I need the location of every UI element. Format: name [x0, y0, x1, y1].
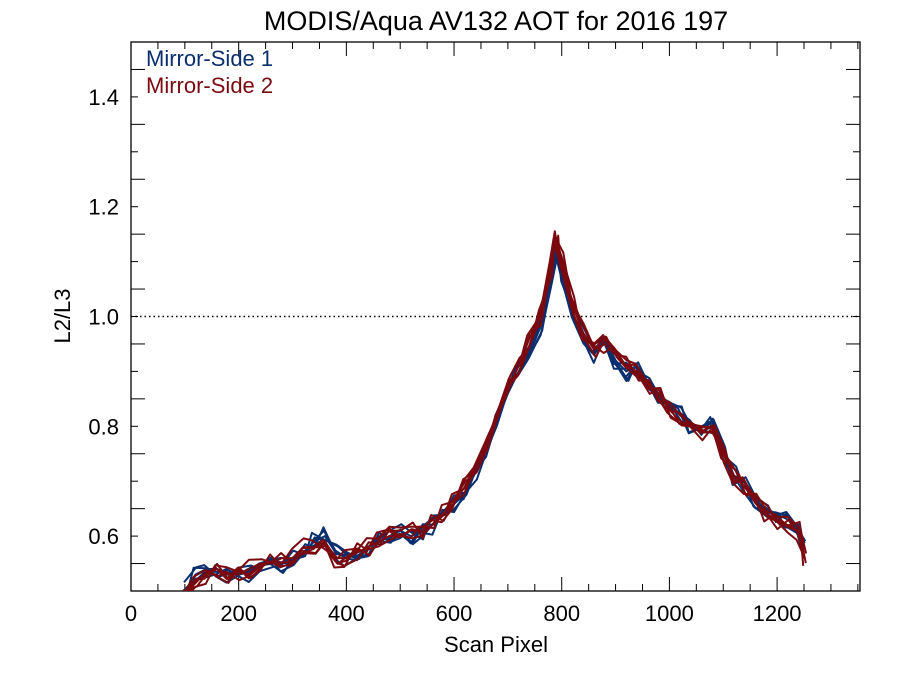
series-line-2-repeat — [188, 235, 807, 591]
series-group — [182, 230, 808, 591]
x-tick-label: 200 — [220, 601, 257, 626]
x-tick-label: 1200 — [753, 601, 802, 626]
x-tick-label: 600 — [436, 601, 473, 626]
x-axis-label: Scan Pixel — [444, 632, 548, 657]
series-line-2-repeat — [182, 234, 808, 591]
y-axis-label: L2/L3 — [50, 288, 75, 343]
x-tick-label: 1000 — [645, 601, 694, 626]
series-line-2-repeat — [190, 230, 804, 591]
y-tick-label: 1.4 — [88, 85, 119, 110]
y-tick-label: 0.6 — [88, 524, 119, 549]
chart-title: MODIS/Aqua AV132 AOT for 2016 197 — [264, 6, 728, 36]
legend-entry-1: Mirror-Side 1 — [146, 46, 273, 71]
x-tick-label: 400 — [328, 601, 365, 626]
y-tick-label: 0.8 — [88, 414, 119, 439]
y-tick-label: 1.0 — [88, 305, 119, 330]
y-tick-label: 1.2 — [88, 195, 119, 220]
legend-entry-2: Mirror-Side 2 — [146, 73, 273, 98]
plot-area: 0 200 400 600 800 1000 1200 0.6 0.8 1.0 1.2 1.4 — [88, 41, 861, 626]
x-tick-label: 0 — [125, 601, 137, 626]
x-tick-label: 800 — [543, 601, 580, 626]
